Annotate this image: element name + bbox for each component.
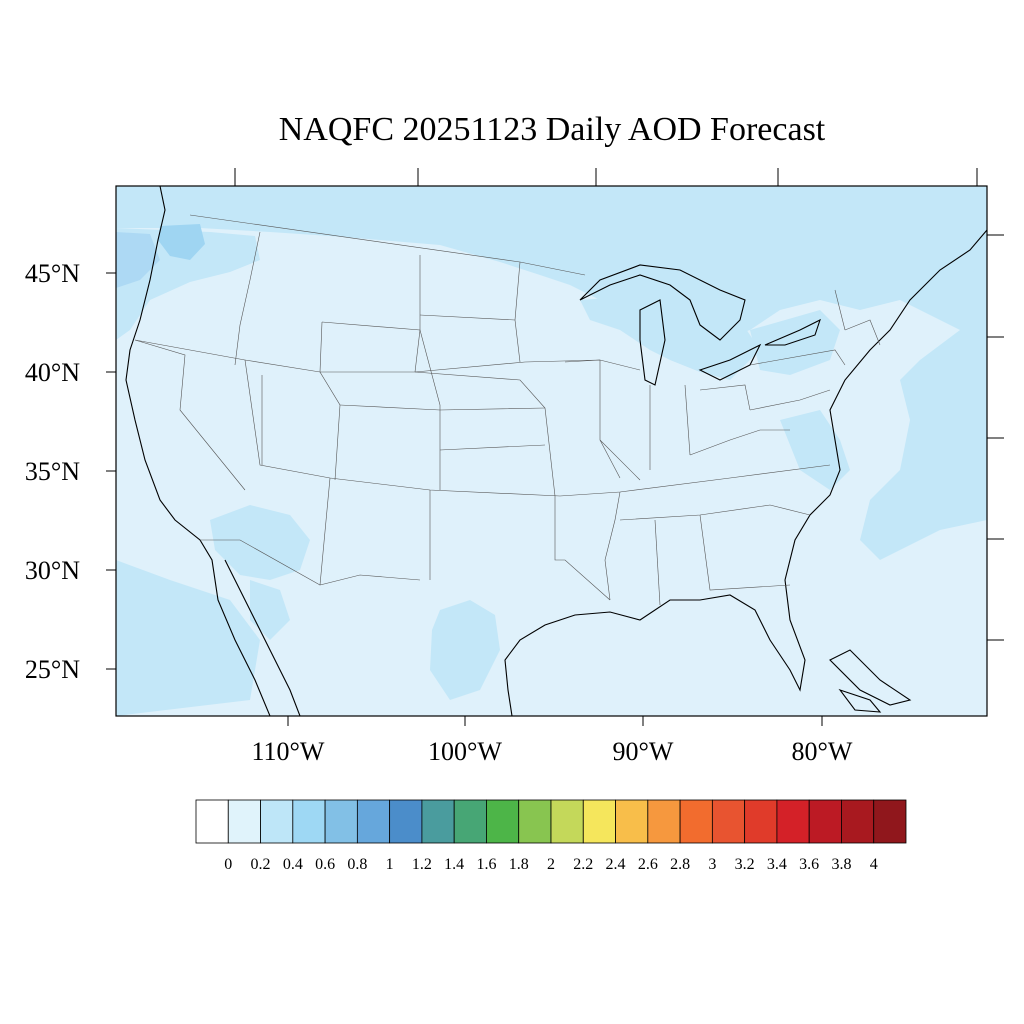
colorbar-tick-label: 4 bbox=[870, 856, 878, 873]
aod-region-sonora bbox=[210, 505, 310, 580]
colorbar-tick-label: 2.2 bbox=[573, 856, 593, 873]
colorbar-swatch bbox=[744, 799, 778, 844]
colorbar-labels: 0 0.2 0.4 0.6 0.8 1 1.2 1.4 1.6 1.8 2 2.2 2.4 2.6 2.8 3… bbox=[224, 856, 877, 873]
colorbar bbox=[195, 799, 907, 844]
colorbar-swatch bbox=[711, 799, 746, 844]
map-frame bbox=[115, 185, 988, 717]
colorbar-tick-label: 3 bbox=[708, 856, 716, 873]
lon-label-80: 80°W bbox=[792, 737, 853, 766]
aod-region-south-texas bbox=[430, 600, 500, 700]
aod-region-canada bbox=[116, 186, 987, 340]
lat-label-35: 35°N bbox=[25, 457, 80, 486]
lat-label-45: 45°N bbox=[25, 259, 80, 288]
map-plot-area bbox=[116, 186, 987, 716]
colorbar-swatch bbox=[679, 799, 713, 844]
latitude-labels: 45°N 40°N 35°N 30°N 25°N bbox=[25, 259, 80, 684]
colorbar-swatch bbox=[292, 799, 326, 844]
colorbar-tick-label: 3.6 bbox=[799, 856, 819, 873]
coastlines bbox=[125, 186, 987, 716]
lon-label-100: 100°W bbox=[428, 737, 502, 766]
colorbar-tick-label: 2.8 bbox=[670, 856, 690, 873]
map-title: NAQFC 20251123 Daily AOD Forecast bbox=[278, 111, 826, 148]
colorbar-swatch bbox=[582, 799, 616, 844]
aod-region-chesapeake bbox=[780, 410, 850, 490]
colorbar-swatch bbox=[195, 799, 229, 844]
colorbar-tick-label: 3.2 bbox=[735, 856, 755, 873]
colorbar-tick-label: 3.4 bbox=[767, 856, 787, 873]
colorbar-tick-label: 0.6 bbox=[315, 856, 335, 873]
colorbar-tick-label: 1.8 bbox=[509, 856, 529, 873]
axis-ticks bbox=[106, 168, 1004, 726]
colorbar-tick-label: 1 bbox=[386, 856, 394, 873]
colorbar-swatch bbox=[356, 799, 391, 844]
aod-region-washington-coast bbox=[116, 232, 160, 288]
colorbar-swatch bbox=[324, 799, 358, 844]
colorbar-tick-label: 1.4 bbox=[444, 856, 464, 873]
colorbar-swatch bbox=[873, 799, 907, 844]
colorbar-swatch bbox=[227, 799, 261, 844]
colorbar-swatch bbox=[518, 799, 552, 844]
colorbar-swatch bbox=[389, 799, 423, 844]
colorbar-swatch bbox=[776, 799, 810, 844]
state-boundaries bbox=[134, 214, 881, 606]
colorbar-tick-label: 0 bbox=[224, 856, 232, 873]
colorbar-swatch bbox=[421, 799, 455, 844]
aod-region-gulf-california bbox=[250, 580, 290, 640]
aod-region-atlantic bbox=[860, 240, 987, 560]
colorbar-tick-label: 0.2 bbox=[251, 856, 271, 873]
colorbar-swatch bbox=[260, 799, 294, 844]
colorbar-tick-label: 0.8 bbox=[347, 856, 367, 873]
colorbar-tick-label: 0.4 bbox=[283, 856, 303, 873]
colorbar-swatch bbox=[453, 799, 487, 844]
aod-region-pacific-south bbox=[116, 560, 260, 716]
colorbar-tick-label: 3.8 bbox=[831, 856, 851, 873]
colorbar-swatch bbox=[841, 799, 875, 844]
longitude-labels: 110°W 100°W 90°W 80°W bbox=[252, 737, 853, 766]
aod-region-puget-sound bbox=[158, 224, 205, 260]
colorbar-swatch bbox=[647, 799, 681, 844]
colorbar-tick-label: 2 bbox=[547, 856, 555, 873]
colorbar-swatch bbox=[486, 799, 520, 844]
colorbar-tick-label: 2.4 bbox=[606, 856, 626, 873]
lon-label-90: 90°W bbox=[613, 737, 674, 766]
colorbar-tick-label: 1.2 bbox=[412, 856, 432, 873]
lat-label-25: 25°N bbox=[25, 655, 80, 684]
colorbar-swatch bbox=[550, 799, 584, 844]
aod-contours bbox=[116, 186, 987, 716]
aod-region-great-lakes bbox=[580, 295, 760, 380]
colorbar-swatch bbox=[615, 799, 649, 844]
lat-label-40: 40°N bbox=[25, 358, 80, 387]
lat-label-30: 30°N bbox=[25, 556, 80, 585]
lon-label-110: 110°W bbox=[252, 737, 325, 766]
colorbar-swatch bbox=[808, 799, 842, 844]
colorbar-tick-label: 2.6 bbox=[638, 856, 658, 873]
colorbar-tick-label: 1.6 bbox=[476, 856, 496, 873]
